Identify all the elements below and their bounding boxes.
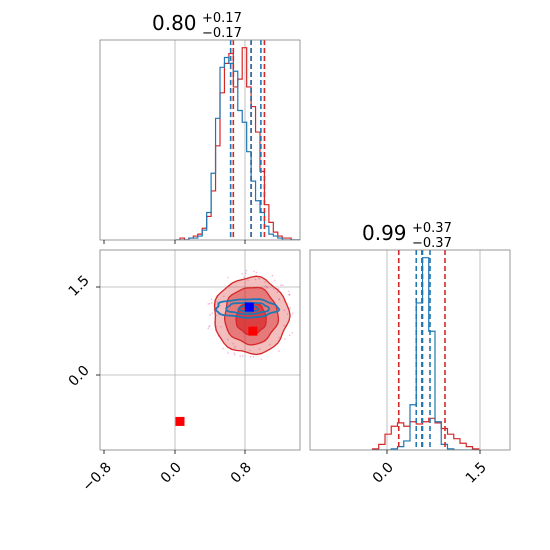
sample-point xyxy=(278,350,280,352)
sample-point xyxy=(254,278,257,281)
sample-point xyxy=(276,291,279,293)
sample-point xyxy=(227,276,229,279)
sample-point xyxy=(223,295,225,298)
x-tick-label: 0.0 xyxy=(158,460,185,487)
sample-point xyxy=(260,358,263,361)
sample-point xyxy=(210,298,213,301)
sample-point xyxy=(215,325,218,328)
sample-point xyxy=(291,331,294,334)
sample-point xyxy=(258,348,261,350)
sample-point xyxy=(266,286,269,289)
panel-bottom-right-histogram: 0.0 1.5 0.99 +0.37 −0.37 xyxy=(309,221,511,487)
sample-point xyxy=(281,284,284,286)
contour-blue-level xyxy=(214,298,281,319)
sample-point xyxy=(234,353,236,356)
sample-point xyxy=(278,298,281,300)
sample-point xyxy=(207,327,210,330)
sample-point xyxy=(288,294,291,296)
panel-title-minus: −0.37 xyxy=(412,236,452,251)
sample-point xyxy=(268,343,271,346)
sample-point xyxy=(258,278,260,280)
sample-point xyxy=(227,352,229,354)
sample-point xyxy=(283,324,285,327)
sample-point xyxy=(289,307,291,310)
sample-point xyxy=(242,355,244,357)
sample-point xyxy=(211,312,213,315)
sample-point xyxy=(252,356,255,358)
panel-title-plus: +0.37 xyxy=(412,221,452,236)
y-tick-label: 1.5 xyxy=(66,273,93,300)
truth-marker-red xyxy=(248,326,258,336)
x-tick-label: 0.0 xyxy=(370,460,397,487)
sample-point xyxy=(288,334,291,337)
sample-point xyxy=(243,276,245,279)
sample-point xyxy=(255,271,258,274)
sample-point xyxy=(248,349,251,351)
panel-title-value: 0.99 xyxy=(362,221,407,245)
sample-point xyxy=(273,288,275,290)
histogram-plot-area xyxy=(371,250,480,450)
contour-plot-area xyxy=(175,269,294,426)
sample-point xyxy=(278,336,280,339)
sample-point xyxy=(244,272,247,275)
sample-point xyxy=(264,285,267,287)
sample-point xyxy=(291,312,294,315)
sample-point xyxy=(220,325,222,328)
sample-point xyxy=(274,279,276,282)
sample-point xyxy=(208,326,210,328)
sample-point xyxy=(216,300,218,303)
panel-title-minus: −0.17 xyxy=(202,26,242,41)
sample-point xyxy=(239,355,242,357)
histogram-blue-series xyxy=(372,257,479,450)
panel-frame xyxy=(99,249,301,451)
histogram-plot-area xyxy=(175,40,300,240)
panel-title-value: 0.80 xyxy=(152,11,197,35)
histogram-blue-series xyxy=(175,56,300,240)
sample-point xyxy=(222,347,224,350)
sample-point xyxy=(233,346,236,349)
sample-point xyxy=(234,345,236,348)
sample-point xyxy=(233,352,236,354)
sample-point xyxy=(245,269,248,272)
sample-point xyxy=(226,338,229,341)
sample-point xyxy=(210,302,213,304)
truth-marker-blue xyxy=(244,302,254,312)
x-tick-label: −0.8 xyxy=(79,460,114,495)
sample-point xyxy=(207,303,210,305)
histogram-red-series xyxy=(371,417,480,450)
sample-point xyxy=(247,279,249,281)
sample-point xyxy=(286,313,289,315)
sample-point xyxy=(271,274,274,277)
histogram-red-series xyxy=(175,47,300,240)
sample-point xyxy=(209,314,211,316)
sample-point xyxy=(253,270,255,273)
panel-bottom-left-contour: −0.8 0.0 0.8 1.5 0.0 xyxy=(66,249,301,495)
truth-marker-red xyxy=(175,416,185,426)
panel-frame xyxy=(309,249,511,451)
y-tick-label: 0.0 xyxy=(66,363,93,390)
contour-blue-level xyxy=(225,301,270,315)
sample-point xyxy=(232,342,234,345)
panel-title-plus: +0.17 xyxy=(202,11,242,26)
panel-frame xyxy=(99,39,301,241)
sample-point xyxy=(283,309,286,312)
sample-point xyxy=(288,290,290,293)
sample-point xyxy=(280,284,282,286)
x-tick-label: 1.5 xyxy=(463,460,490,487)
sample-point xyxy=(249,356,252,358)
panel-top-left-histogram: 0.80 +0.17 −0.17 xyxy=(99,11,301,244)
sample-point xyxy=(264,281,266,283)
sample-point xyxy=(241,272,243,275)
sample-point xyxy=(284,338,286,340)
x-tick-label: 0.8 xyxy=(228,460,255,487)
sample-point xyxy=(208,302,211,305)
sample-point xyxy=(218,304,221,307)
